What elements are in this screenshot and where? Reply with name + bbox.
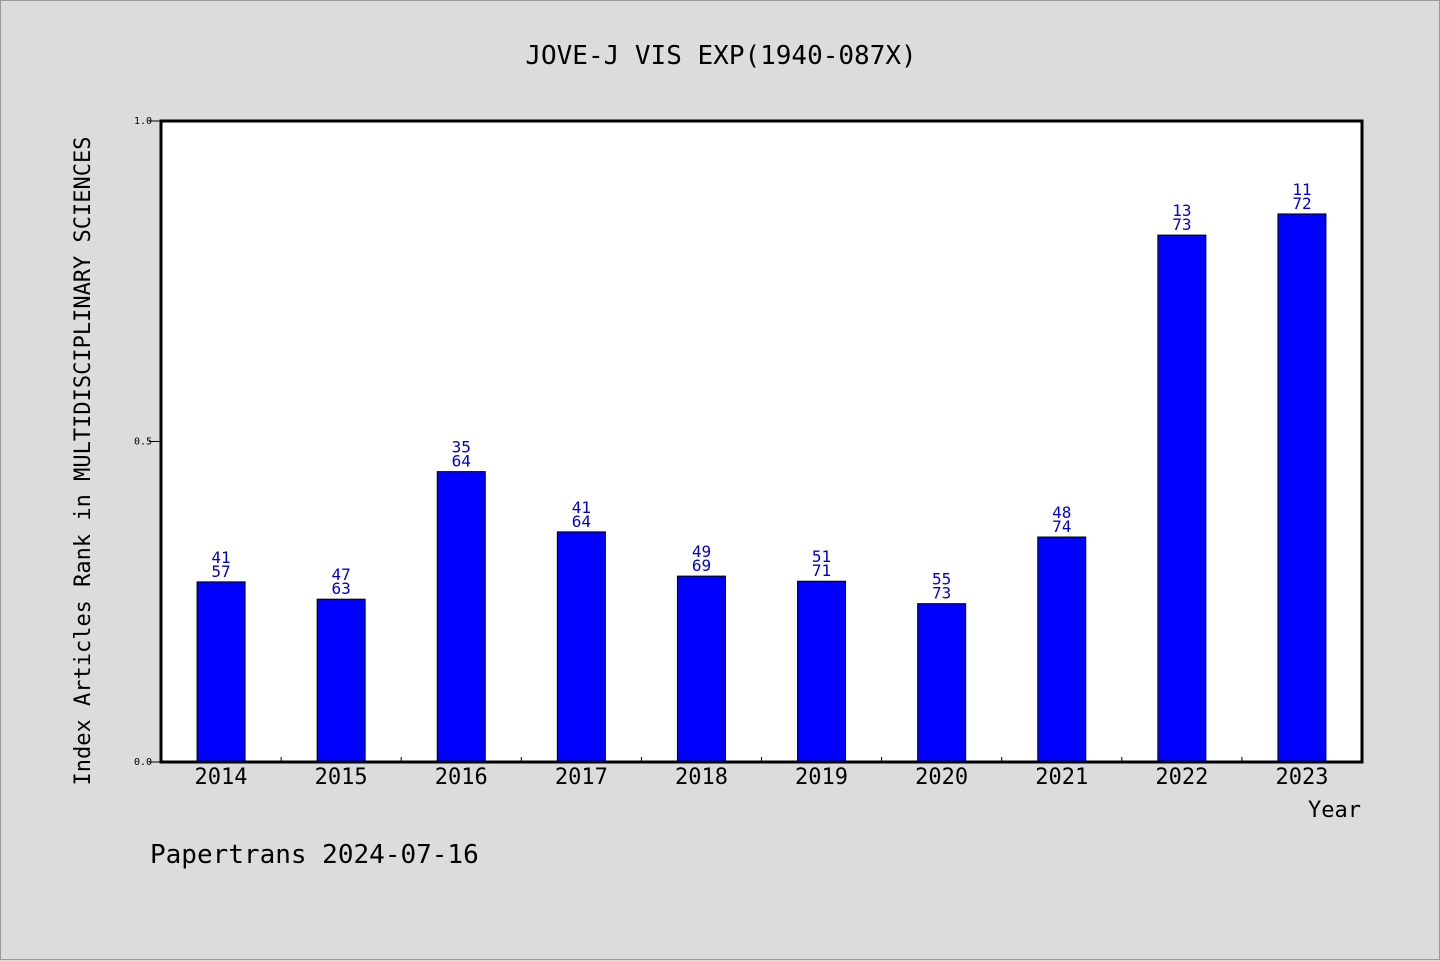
bar-2023 <box>1277 213 1327 763</box>
x-tick-label: 2021 <box>1035 765 1088 790</box>
bar-2014 <box>196 581 246 763</box>
bar-2016 <box>436 471 486 763</box>
data-label-total: 74 <box>1052 517 1071 536</box>
y-tick-label: 0.0 <box>134 757 152 768</box>
x-tick-label: 2017 <box>555 765 608 790</box>
data-label-rank: 47 <box>332 565 351 584</box>
data-label-rank: 35 <box>452 438 471 457</box>
data-label-total: 73 <box>932 584 951 603</box>
bar-2018 <box>676 575 726 763</box>
data-label-rank: 13 <box>1172 201 1191 220</box>
data-label-total: 57 <box>211 562 230 581</box>
data-label-rank: 55 <box>932 570 951 589</box>
bar-2022 <box>1157 234 1207 763</box>
footer-credit: Papertrans 2024-07-16 <box>150 840 479 870</box>
x-tick-label: 2020 <box>915 765 968 790</box>
bar-2021 <box>1037 536 1087 763</box>
data-label-total: 71 <box>812 561 831 580</box>
data-label-rank: 11 <box>1292 180 1311 199</box>
data-label-total: 64 <box>572 512 591 531</box>
data-label-total: 64 <box>452 452 471 471</box>
data-label-rank: 41 <box>211 548 230 567</box>
x-tick-label: 2018 <box>675 765 728 790</box>
bar-2017 <box>556 531 606 763</box>
data-label-rank: 49 <box>692 542 711 561</box>
y-axis-label: Index Articles Rank in MULTIDISCIPLINARY… <box>71 136 96 785</box>
bars <box>196 213 1327 763</box>
x-tick-label: 2019 <box>795 765 848 790</box>
data-label-total: 72 <box>1292 194 1311 213</box>
x-axis: 2014 2015 2016 2017 2018 2019 2020 2021 2022 2023 <box>195 757 1328 790</box>
x-tick-label: 2015 <box>315 765 368 790</box>
bar-2019 <box>797 580 847 763</box>
y-tick-label: 1.0 <box>134 116 152 127</box>
data-label-total: 69 <box>692 556 711 575</box>
x-tick-label: 2022 <box>1155 765 1208 790</box>
data-label-rank: 48 <box>1052 503 1071 522</box>
data-label-rank: 51 <box>812 547 831 566</box>
x-tick-label: 2016 <box>435 765 488 790</box>
bar-2020 <box>917 603 967 763</box>
y-axis: 0.0 0.5 1.0 <box>134 116 161 768</box>
data-label-total: 73 <box>1172 215 1191 234</box>
bar-2015 <box>316 598 366 763</box>
x-tick-label: 2023 <box>1275 765 1328 790</box>
data-label-rank: 41 <box>572 498 591 517</box>
x-tick-label: 2014 <box>195 765 248 790</box>
x-axis-label: Year <box>1308 798 1361 823</box>
y-tick-label: 0.5 <box>134 437 152 448</box>
chart-title: JOVE-J VIS EXP(1940-087X) <box>525 41 916 71</box>
data-label-total: 63 <box>332 579 351 598</box>
